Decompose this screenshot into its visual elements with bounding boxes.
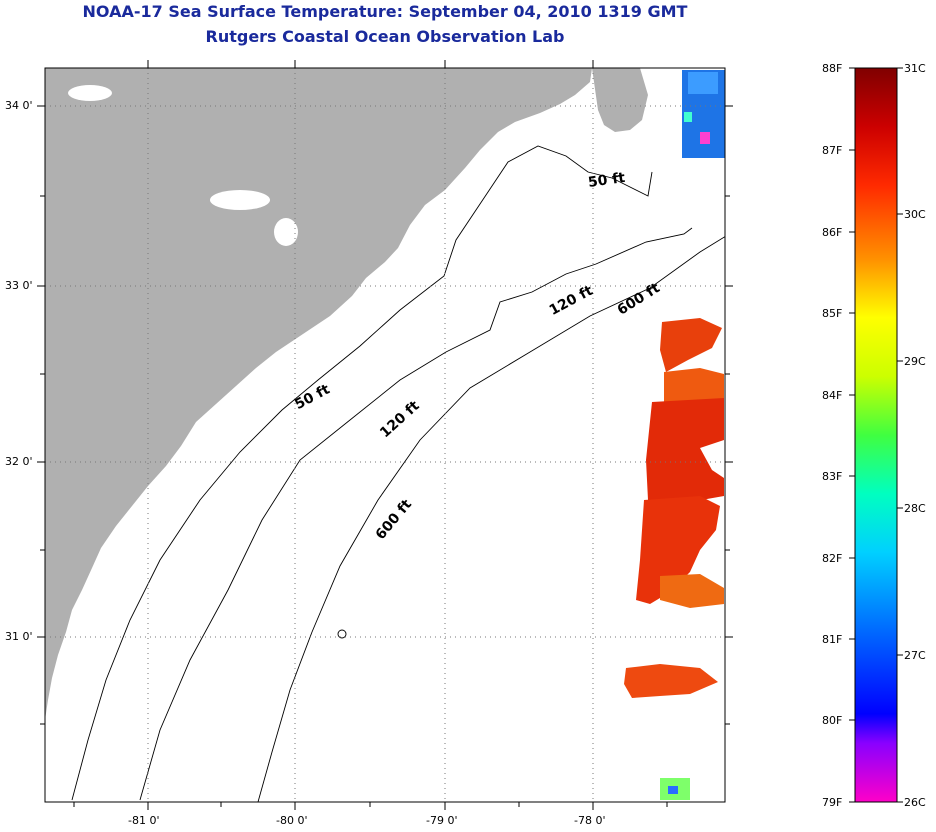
colorbar-c-label: 30C [904,208,926,221]
colorbar-f-label: 86F [822,226,843,239]
graticule [45,68,725,802]
colorbar-c-label: 31C [904,62,926,75]
colorbar-c-label: 27C [904,649,926,662]
colorbar-f-label: 87F [822,144,843,157]
colorbar-f-label: 85F [822,307,843,320]
lon-label: -79 0' [426,814,458,827]
map-frame [44,67,726,803]
land-area [592,68,648,132]
lon-label: -80 0' [276,814,308,827]
colorbar-f-label: 88F [822,62,843,75]
colorbar [854,67,898,803]
lake [274,218,298,246]
axis-ticks [37,60,733,810]
map-title: NOAA-17 Sea Surface Temperature: Septemb… [82,2,688,21]
lat-label: 33 0' [5,279,33,292]
lake [68,85,112,101]
colorbar-f-label: 83F [822,470,843,483]
colorbar-c-label: 28C [904,502,926,515]
colorbar-f-label: 80F [822,714,843,727]
lon-label: -78 0' [574,814,606,827]
isobath-label: 50 ft [587,170,626,191]
colorbar-c-label: 29C [904,355,926,368]
sst-data-patches [624,70,725,800]
lon-label: -81 0' [128,814,160,827]
colorbar-ticks [849,67,903,803]
colorbar-f-label: 82F [822,552,843,565]
land-area [45,68,592,720]
lat-label: 32 0' [5,455,33,468]
map-subtitle: Rutgers Coastal Ocean Observation Lab [205,27,565,46]
lake [210,190,270,210]
isobaths [71,145,725,802]
lat-label: 34 0' [5,99,33,112]
colorbar-f-label: 79F [822,796,843,809]
colorbar-f-label: 81F [822,633,843,646]
colorbar-f-label: 84F [822,389,843,402]
colorbar-c-label: 26C [904,796,926,809]
lat-label: 31 0' [5,630,33,643]
